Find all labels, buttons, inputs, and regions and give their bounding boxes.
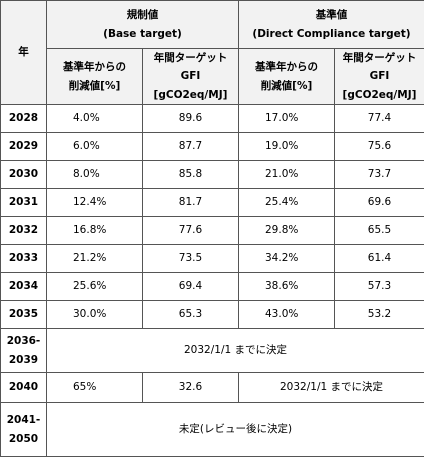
table-cell: 43.0% (239, 301, 335, 329)
table-cell: 2029 (1, 133, 47, 161)
table-cell: 29.8% (239, 217, 335, 245)
header-cell: 年 (1, 1, 47, 105)
table-cell: 16.8% (47, 217, 143, 245)
table-cell: 2032/1/1 までに決定 (47, 329, 424, 373)
table-cell: 65.5 (335, 217, 424, 245)
table-cell: 2036- 2039 (1, 329, 47, 373)
table-cell: 2040 (1, 373, 47, 403)
table-cell: 2041- 2050 (1, 403, 47, 457)
table-cell: 2035 (1, 301, 47, 329)
header-cell: 年間ターゲット GFI [gCO2eq/MJ] (143, 49, 239, 105)
table-cell: 2032 (1, 217, 47, 245)
table-cell: 2033 (1, 245, 47, 273)
table-cell: 2031 (1, 189, 47, 217)
table-cell: 53.2 (335, 301, 424, 329)
table-cell: 2030 (1, 161, 47, 189)
table-cell: 17.0% (239, 105, 335, 133)
table-cell: 34.2% (239, 245, 335, 273)
table-cell: 69.6 (335, 189, 424, 217)
header-cell: 年間ターゲット GFI [gCO2eq/MJ] (335, 49, 424, 105)
table-cell: 65% (47, 373, 143, 403)
header-cell: 規制値 (Base target) (47, 1, 239, 49)
table-cell: 32.6 (143, 373, 239, 403)
table-cell: 12.4% (47, 189, 143, 217)
table-cell: 2034 (1, 273, 47, 301)
table-cell: 19.0% (239, 133, 335, 161)
table-cell: 81.7 (143, 189, 239, 217)
header-cell: 基準年からの 削減値[%] (239, 49, 335, 105)
header-row: 年 規制値 (Base target) 基準値 (Direct Complian… (1, 1, 424, 49)
table-cell: 77.6 (143, 217, 239, 245)
table-cell: 75.6 (335, 133, 424, 161)
header-cell: 基準年からの 削減値[%] (47, 49, 143, 105)
table-cell: 38.6% (239, 273, 335, 301)
table-cell: 73.7 (335, 161, 424, 189)
table-cell: 77.4 (335, 105, 424, 133)
header-cell: 基準値 (Direct Compliance target) (239, 1, 424, 49)
table-cell: 65.3 (143, 301, 239, 329)
table-cell: 85.8 (143, 161, 239, 189)
table-cell: 89.6 (143, 105, 239, 133)
table-cell: 21.2% (47, 245, 143, 273)
table-cell: 8.0% (47, 161, 143, 189)
table-cell: 30.0% (47, 301, 143, 329)
table-cell: 6.0% (47, 133, 143, 161)
header-row: 基準年からの 削減値[%] 年間ターゲット GFI [gCO2eq/MJ] 基準… (1, 49, 424, 105)
table-cell: 4.0% (47, 105, 143, 133)
table-cell: 2028 (1, 105, 47, 133)
table-cell: 25.6% (47, 273, 143, 301)
table-cell: 25.4% (239, 189, 335, 217)
table-cell: 21.0% (239, 161, 335, 189)
table-cell: 61.4 (335, 245, 424, 273)
table-cell: 未定(レビュー後に決定) (47, 403, 424, 457)
table-cell: 2032/1/1 までに決定 (239, 373, 424, 403)
table-cell: 57.3 (335, 273, 424, 301)
table-cell: 73.5 (143, 245, 239, 273)
table-cell: 69.4 (143, 273, 239, 301)
table-cell: 87.7 (143, 133, 239, 161)
